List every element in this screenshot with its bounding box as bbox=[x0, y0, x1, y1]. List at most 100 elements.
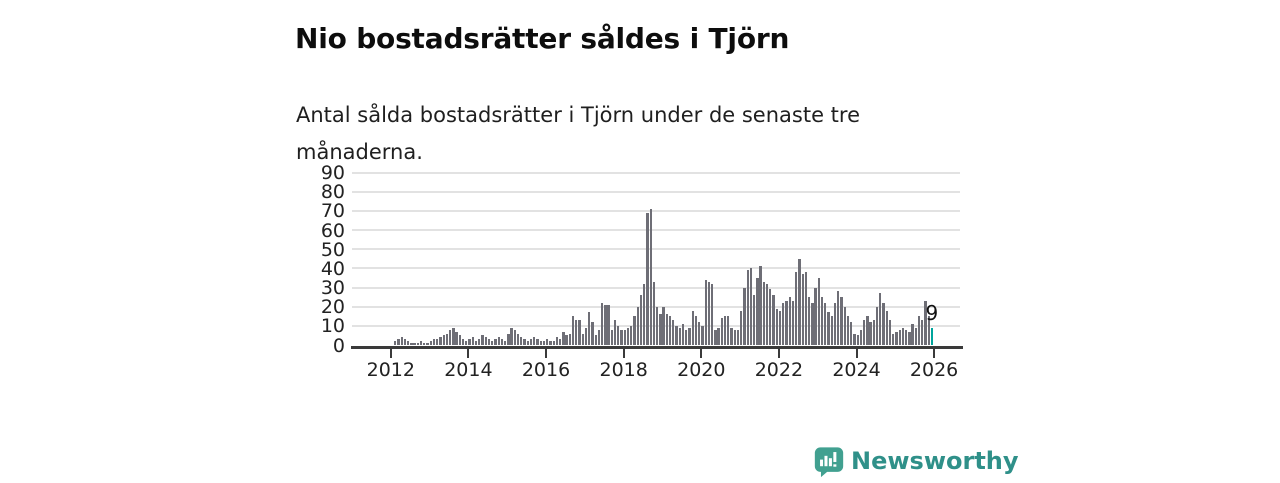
bar bbox=[753, 295, 756, 345]
bar bbox=[575, 320, 578, 345]
bar bbox=[497, 337, 500, 345]
bar bbox=[791, 300, 795, 345]
newsworthy-logo-icon bbox=[812, 444, 846, 483]
bar bbox=[419, 341, 423, 345]
bar bbox=[455, 331, 458, 345]
bar bbox=[840, 297, 843, 345]
bar bbox=[759, 266, 762, 345]
x-axis-tick bbox=[389, 348, 392, 358]
bar bbox=[665, 314, 668, 345]
bar bbox=[588, 312, 591, 345]
bar bbox=[610, 329, 614, 345]
bar bbox=[911, 323, 914, 345]
page-title: Nio bostadsrätter såldes i Tjörn bbox=[295, 21, 790, 55]
bar bbox=[817, 277, 820, 345]
bar bbox=[824, 302, 827, 345]
gridline bbox=[352, 267, 960, 270]
chart-subtitle: Antal sålda bostadsrätter i Tjörn under … bbox=[296, 103, 861, 164]
bar bbox=[859, 329, 863, 345]
bar bbox=[882, 302, 885, 345]
bar bbox=[594, 335, 597, 345]
bar bbox=[872, 320, 875, 345]
bar bbox=[500, 339, 504, 345]
y-axis-tick-label: 60 bbox=[320, 219, 345, 242]
bar bbox=[442, 335, 445, 345]
bar bbox=[707, 281, 711, 345]
gridline bbox=[352, 171, 960, 174]
bar bbox=[494, 339, 497, 345]
bar bbox=[549, 341, 552, 345]
bar bbox=[578, 320, 581, 345]
bar bbox=[662, 306, 665, 345]
gridline bbox=[352, 305, 960, 308]
bar bbox=[720, 318, 723, 345]
bar bbox=[478, 339, 481, 345]
bar bbox=[510, 327, 513, 345]
bar bbox=[449, 329, 452, 345]
bar bbox=[558, 339, 562, 345]
y-axis-tick-label: 70 bbox=[320, 200, 345, 223]
bar bbox=[714, 329, 717, 345]
bar bbox=[778, 310, 782, 345]
bar bbox=[533, 337, 536, 345]
x-axis-tick bbox=[700, 348, 703, 358]
bar-highlighted bbox=[930, 327, 934, 345]
bar bbox=[798, 258, 801, 345]
bar bbox=[762, 281, 766, 345]
bar bbox=[643, 283, 646, 345]
bar bbox=[862, 320, 866, 345]
bar bbox=[487, 339, 491, 345]
bar bbox=[504, 341, 507, 345]
x-axis-tick-label: 2022 bbox=[754, 358, 804, 381]
bar bbox=[591, 322, 594, 345]
bar bbox=[565, 335, 568, 345]
bar bbox=[403, 339, 407, 345]
bar bbox=[646, 212, 649, 345]
bar bbox=[397, 339, 400, 345]
y-axis-tick-label: 90 bbox=[320, 162, 345, 184]
y-axis-tick-label: 50 bbox=[320, 238, 345, 261]
bar bbox=[827, 312, 830, 345]
bar bbox=[853, 333, 856, 345]
bar bbox=[461, 339, 465, 345]
bar bbox=[617, 325, 620, 345]
bar bbox=[636, 306, 639, 345]
bar bbox=[833, 302, 837, 345]
bar bbox=[905, 329, 908, 345]
bar bbox=[681, 323, 685, 345]
bar bbox=[898, 329, 901, 345]
x-axis-tick-label: 2016 bbox=[521, 358, 571, 381]
bar bbox=[623, 329, 626, 345]
bar bbox=[672, 320, 675, 345]
bar bbox=[601, 302, 604, 345]
bar bbox=[892, 333, 895, 345]
bar bbox=[416, 343, 419, 345]
bar bbox=[801, 274, 804, 345]
x-axis-tick bbox=[777, 348, 780, 358]
bar bbox=[584, 327, 588, 345]
bar bbox=[837, 291, 840, 345]
y-axis-tick-label: 10 bbox=[320, 315, 345, 338]
x-axis-tick bbox=[933, 348, 936, 358]
bar bbox=[652, 281, 656, 345]
y-axis-tick-label: 30 bbox=[320, 277, 345, 299]
bar bbox=[562, 331, 565, 345]
x-axis-tick-label: 2012 bbox=[366, 358, 415, 381]
bar bbox=[730, 327, 733, 345]
bar bbox=[866, 316, 869, 345]
x-axis-tick bbox=[622, 348, 625, 358]
y-axis-tick-label: 20 bbox=[320, 296, 345, 319]
bar bbox=[436, 339, 439, 345]
bar bbox=[507, 333, 510, 345]
x-axis-tick-label: 2018 bbox=[599, 358, 648, 381]
bar bbox=[432, 339, 436, 345]
bar bbox=[914, 327, 918, 345]
y-axis-tick-label: 0 bbox=[332, 334, 345, 357]
bar bbox=[749, 268, 753, 345]
bar bbox=[597, 329, 601, 345]
bar bbox=[536, 339, 539, 345]
bar bbox=[607, 304, 610, 345]
bar bbox=[691, 310, 694, 345]
bar bbox=[445, 333, 449, 345]
bar bbox=[846, 316, 850, 345]
